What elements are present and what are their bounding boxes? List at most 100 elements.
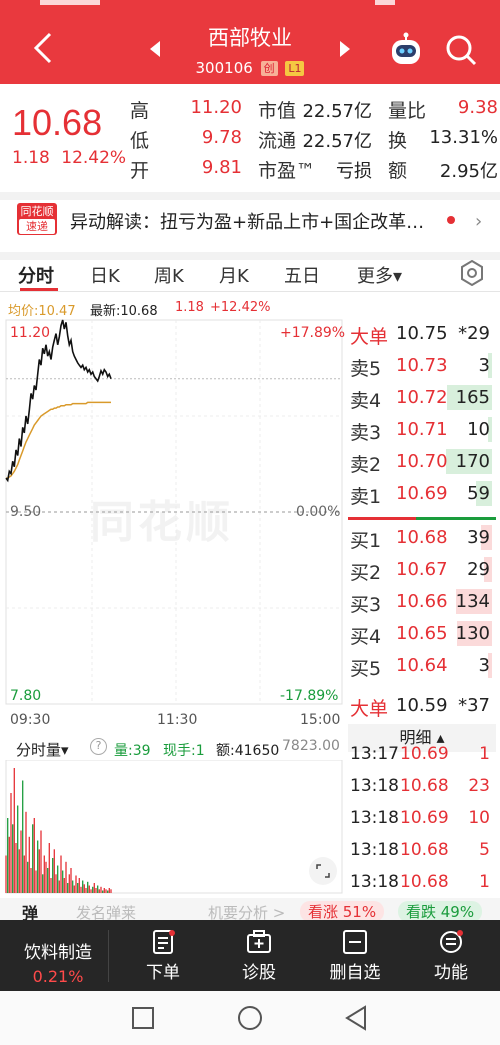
news-headline[interactable]: 异动解读：扭亏为盈+新品上市+国企改革… — [70, 212, 425, 233]
level-label: 卖5 — [350, 358, 382, 380]
sell-level-4[interactable]: 卖2 10.70 170 — [348, 446, 496, 478]
back-icon[interactable] — [28, 30, 58, 66]
help-icon[interactable]: ? — [90, 738, 107, 755]
sell-level-1[interactable]: 卖5 10.73 3 — [348, 350, 496, 382]
stock-title: 西部牧业 — [208, 26, 292, 50]
high-label: 高 — [130, 100, 150, 122]
level-price: 10.73 — [396, 355, 448, 376]
pe-label[interactable]: 市盈™ — [258, 160, 316, 182]
chart-change: 1.18 — [175, 300, 204, 315]
depth-bar — [456, 589, 492, 614]
market-cap-label: 市值 — [258, 100, 297, 122]
volume-selector[interactable]: 分时量▾ — [16, 741, 69, 759]
level-price: 10.66 — [396, 591, 448, 612]
level-volume: 10 — [467, 419, 490, 440]
news-logo: 同花顺 速递 — [17, 203, 57, 235]
sell-level-3[interactable]: 卖3 10.71 10 — [348, 414, 496, 446]
vote-up[interactable]: 看涨 51% — [300, 901, 385, 920]
tab-daily-k[interactable]: 日K — [90, 266, 120, 287]
buy-level-2[interactable]: 买2 10.67 29 — [348, 554, 496, 586]
depth-bar — [446, 449, 492, 474]
remove-watchlist-button[interactable]: 删自选 — [320, 930, 390, 983]
depth-bar — [476, 481, 492, 506]
vote-down[interactable]: 看跌 49% — [398, 901, 483, 920]
detail-price: 10.69 — [400, 744, 449, 764]
remove-watchlist-icon — [343, 930, 367, 954]
buy-level-4[interactable]: 买4 10.65 130 — [348, 618, 496, 650]
level-label: 卖1 — [350, 486, 382, 508]
detail-price: 10.68 — [400, 776, 449, 796]
back-nav-icon[interactable] — [344, 1005, 368, 1031]
chart-change-pct: +12.42% — [210, 300, 271, 315]
depth-bar — [447, 385, 492, 410]
next-stock-icon[interactable] — [338, 40, 352, 58]
level-label: 卖4 — [350, 390, 382, 412]
x-tick-close: 15:00 — [300, 712, 341, 728]
news-bar[interactable] — [0, 192, 500, 244]
quote-panel — [0, 84, 500, 192]
big-order-top-price: 10.75 — [396, 323, 448, 344]
pe-value: 亏损 — [336, 161, 372, 182]
diagnose-icon — [247, 930, 271, 953]
diagnose-button[interactable]: 诊股 — [224, 930, 294, 983]
market-cap-value: 22.57亿 — [302, 101, 372, 122]
intraday-chart[interactable] — [0, 318, 345, 708]
tab-monthly-k[interactable]: 月K — [219, 266, 249, 287]
robot-assistant-icon[interactable] — [388, 32, 424, 68]
app-header — [0, 0, 500, 84]
buy-level-3[interactable]: 买3 10.66 134 — [348, 586, 496, 618]
depth-bar — [481, 525, 492, 550]
level-label: 买5 — [350, 658, 382, 680]
big-order-bottom[interactable]: 大单 10.59 *37 — [348, 690, 496, 722]
sell-level-5[interactable]: 卖1 10.69 59 — [348, 478, 496, 510]
order-icon — [153, 930, 175, 954]
level-price: 10.65 — [396, 623, 448, 644]
settings-icon[interactable] — [459, 260, 485, 286]
search-icon[interactable] — [444, 33, 478, 67]
prev-stock-icon[interactable] — [148, 40, 162, 58]
order-button[interactable]: 下单 — [128, 930, 198, 983]
detail-volume: 23 — [468, 776, 490, 796]
toolbar-divider — [108, 930, 109, 982]
tab-intraday[interactable]: 分时 — [18, 266, 54, 287]
tab-weekly-k[interactable]: 周K — [154, 266, 184, 287]
volume-amount: 额:41650 — [216, 743, 280, 759]
hint-left: 弹 — [22, 904, 39, 920]
detail-time: 13:18 — [350, 776, 399, 796]
book-divider — [348, 517, 496, 520]
pull-hint-bar[interactable]: 弹 发名弹莱 机要分析 > 看涨 51% 看跌 49% — [0, 898, 500, 920]
avg-price-label: 均价:10.47 — [8, 304, 76, 319]
level-label: 买4 — [350, 626, 382, 648]
sector-button[interactable]: 饮料制造 0.21% — [14, 938, 102, 986]
function-button[interactable]: 功能 — [416, 930, 486, 983]
detail-row: 13:18 10.68 23 — [350, 776, 496, 806]
diagnose-label: 诊股 — [242, 963, 276, 983]
level-price: 10.64 — [396, 655, 448, 676]
buy-level-5[interactable]: 买5 10.64 3 — [348, 650, 496, 682]
level-price: 10.71 — [396, 419, 448, 440]
level-price: 10.68 — [396, 527, 448, 548]
sector-change: 0.21% — [32, 967, 84, 986]
depth-bar — [488, 353, 492, 378]
tab-more[interactable]: 更多▾ — [357, 266, 403, 287]
level-label: 卖2 — [350, 454, 382, 476]
big-order-top-vol: *29 — [458, 323, 490, 344]
buy-level-1[interactable]: 买1 10.68 39 — [348, 522, 496, 554]
price-change-pct: 12.42% — [61, 148, 127, 168]
high-value: 11.20 — [190, 97, 242, 118]
detail-row: 13:18 10.68 5 — [350, 840, 496, 870]
level-volume: 3 — [478, 655, 490, 676]
recent-apps-icon[interactable] — [131, 1006, 155, 1030]
fullscreen-icon[interactable] — [308, 856, 338, 886]
sell-level-2[interactable]: 卖4 10.72 165 — [348, 382, 496, 414]
home-icon[interactable] — [237, 1005, 263, 1031]
tab-five-day[interactable]: 五日 — [284, 266, 320, 287]
level-price: 10.72 — [396, 387, 448, 408]
news-arrow-icon[interactable]: › — [475, 211, 483, 232]
big-order-bottom-vol: *37 — [458, 695, 490, 716]
amount-value: 2.95亿 — [439, 161, 498, 182]
function-label: 功能 — [434, 963, 468, 983]
detail-header[interactable]: 明细 ▴ — [348, 724, 496, 752]
price-series — [5, 319, 112, 483]
big-order-top[interactable]: 大单 10.75 *29 — [348, 318, 496, 350]
